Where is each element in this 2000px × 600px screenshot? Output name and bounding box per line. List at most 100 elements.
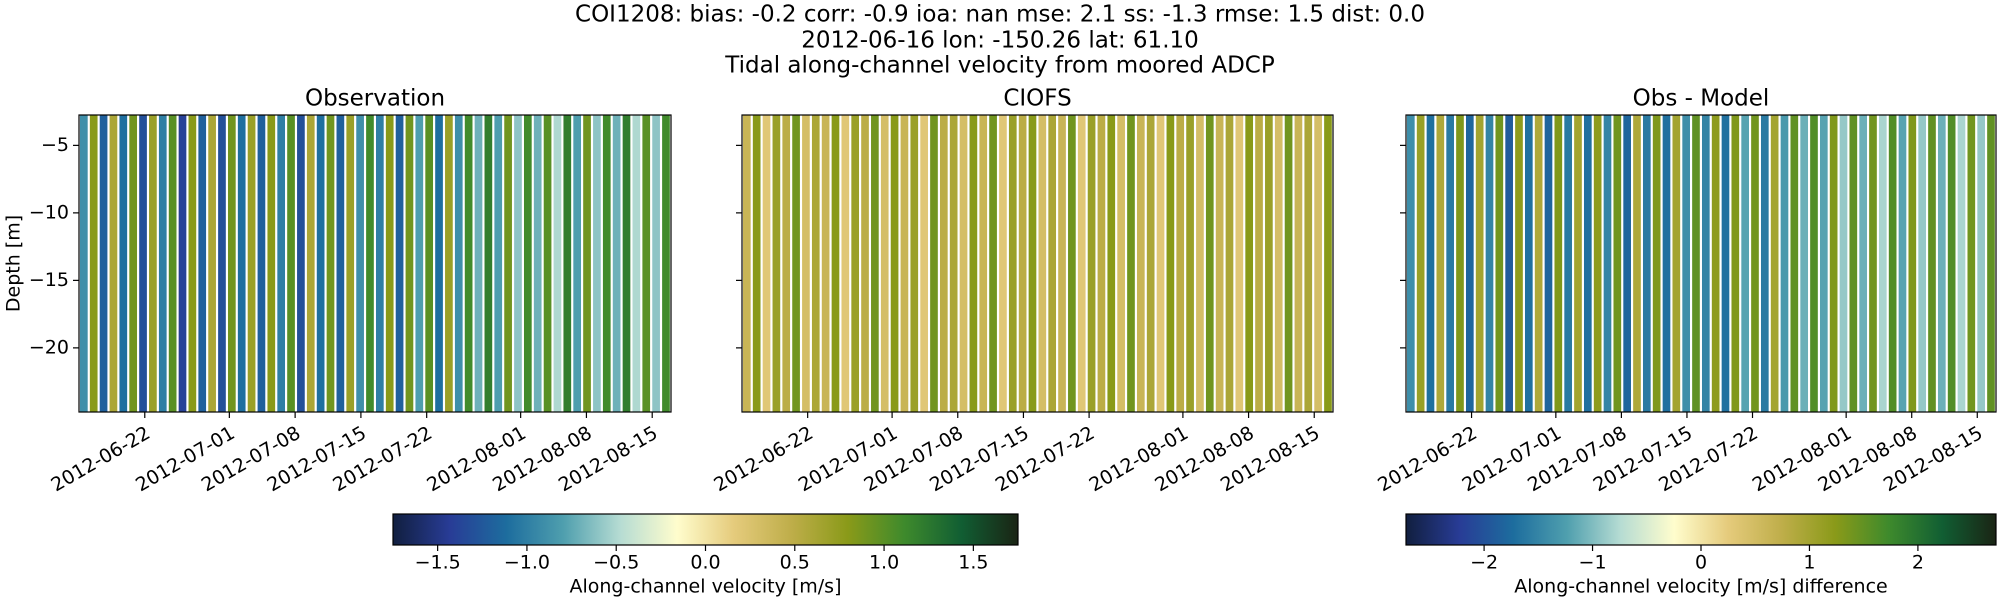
- cell-column: [395, 115, 404, 412]
- cell-column: [1176, 115, 1185, 412]
- cell-column: [1524, 115, 1533, 412]
- colorbar-tick-label: 0.5: [780, 552, 810, 574]
- cell-column: [1544, 115, 1553, 412]
- cell-column: [1780, 115, 1789, 412]
- cell-column: [257, 115, 266, 412]
- colorbar-label: Along-channel velocity [m/s]: [569, 576, 841, 598]
- cell-column: [573, 115, 582, 412]
- cell-column: [802, 115, 810, 412]
- cell-column: [139, 115, 147, 412]
- colorbar-label: Along-channel velocity [m/s] difference: [1514, 576, 1887, 598]
- cell-column: [1947, 115, 1956, 412]
- cell-column: [880, 115, 889, 412]
- cell-column: [1136, 115, 1145, 412]
- y-tick-label: −20: [29, 336, 69, 358]
- cell-column: [841, 115, 850, 412]
- cell-column: [1800, 115, 1808, 412]
- cell-column: [316, 115, 325, 412]
- cell-column: [277, 115, 286, 412]
- cell-column: [366, 115, 374, 412]
- cell-column: [1166, 115, 1175, 412]
- cell-column: [890, 115, 899, 412]
- colorbar-tick-label: 1.5: [958, 552, 988, 574]
- cell-column: [979, 115, 988, 412]
- cell-column: [306, 115, 315, 412]
- cell-column: [1977, 115, 1985, 412]
- cell-column: [79, 115, 88, 412]
- cell-column: [149, 115, 157, 412]
- cell-column: [583, 115, 591, 412]
- cell-column: [109, 115, 118, 412]
- axes-frame: [741, 114, 1334, 413]
- cell-column: [1018, 115, 1027, 412]
- cell-column: [474, 115, 483, 412]
- colorbar-tick-label: −0.5: [593, 552, 639, 574]
- cell-column: [464, 115, 473, 412]
- colorbar-tick-label: −2: [1470, 552, 1498, 574]
- cell-column: [1642, 115, 1651, 412]
- cell-column: [1888, 115, 1897, 412]
- colorbar-tick-label: −1: [1579, 552, 1607, 574]
- cell-column: [1534, 115, 1543, 412]
- panel-title: Obs - Model: [1633, 86, 1770, 112]
- cell-column: [1426, 115, 1435, 412]
- cell-column: [930, 115, 938, 412]
- cell-column: [1505, 115, 1513, 412]
- plot-area: [742, 115, 1333, 412]
- cell-column: [1623, 115, 1631, 412]
- cell-column: [158, 115, 167, 412]
- cell-column: [920, 115, 928, 412]
- axes-frame: [78, 114, 672, 413]
- cell-column: [1751, 115, 1759, 412]
- cell-column: [792, 115, 800, 412]
- cell-column: [1721, 115, 1730, 412]
- cell-column: [425, 115, 434, 412]
- cell-column: [336, 115, 345, 412]
- cell-column: [939, 115, 948, 412]
- cell-column: [1554, 115, 1563, 412]
- cell-column: [1692, 115, 1700, 412]
- cell-column: [297, 115, 305, 412]
- colorbar-tick-label: −1.5: [415, 552, 461, 574]
- cell-column: [1928, 115, 1936, 412]
- panel-title: Observation: [305, 86, 445, 112]
- cell-column: [1255, 115, 1263, 412]
- cell-column: [287, 115, 295, 412]
- colorbar: [392, 513, 1019, 546]
- cell-column: [1068, 115, 1076, 412]
- cell-column: [188, 115, 197, 412]
- cell-column: [900, 115, 909, 412]
- cell-column: [1008, 115, 1017, 412]
- cell-column: [1662, 115, 1671, 412]
- cell-column: [1957, 115, 1966, 412]
- cell-column: [1274, 115, 1283, 412]
- cell-column: [652, 115, 660, 412]
- cell-column: [445, 115, 453, 412]
- cell-column: [1475, 115, 1484, 412]
- cell-column: [1127, 115, 1135, 412]
- cell-column: [871, 115, 879, 412]
- plot-area: [1406, 115, 1996, 412]
- cell-column: [1436, 115, 1445, 412]
- y-tick-label: −5: [41, 134, 69, 156]
- cell-column: [1701, 115, 1710, 412]
- y-tick-label: −10: [29, 201, 69, 223]
- cell-column: [762, 115, 771, 412]
- cell-column: [1196, 115, 1204, 412]
- subtitle: Tidal along-channel velocity from moored…: [724, 53, 1275, 79]
- cell-column: [247, 115, 256, 412]
- cell-column: [326, 115, 335, 412]
- subtitle: 2012-06-16 lon: -150.26 lat: 61.10: [801, 28, 1199, 54]
- cell-column: [662, 115, 670, 412]
- cell-column: [622, 115, 631, 412]
- cell-column: [484, 115, 493, 412]
- cell-column: [1077, 115, 1086, 412]
- cell-column: [1324, 115, 1332, 412]
- cell-column: [1186, 115, 1194, 412]
- cell-column: [415, 115, 424, 412]
- cell-column: [593, 115, 601, 412]
- cell-column: [1406, 115, 1415, 412]
- cell-column: [1304, 115, 1313, 412]
- cell-column: [969, 115, 978, 412]
- cell-column: [1117, 115, 1125, 412]
